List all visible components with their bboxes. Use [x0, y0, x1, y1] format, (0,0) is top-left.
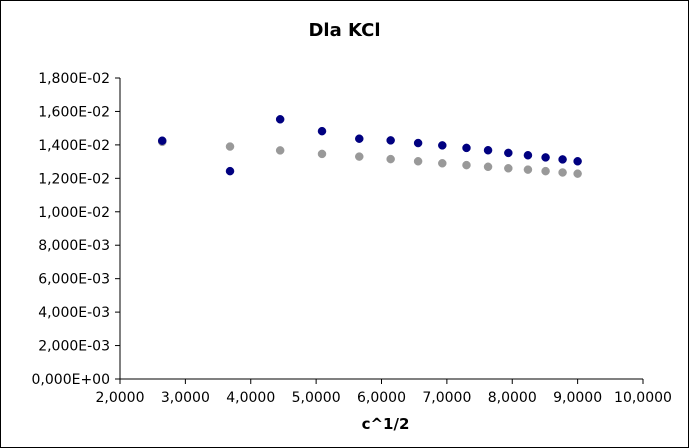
y-tick-label: 4,000E-03 — [38, 305, 110, 321]
data-point-series-2 — [483, 162, 493, 172]
chart-title: Dla KCl — [308, 20, 381, 41]
axes: 0,000E+00 2,000E-03 4,000E-03 6,000E-03 8,00… — [32, 71, 672, 406]
data-point-series-2 — [317, 149, 327, 159]
data-point-series-2 — [573, 169, 582, 178]
y-tick-label: 1,200E-02 — [38, 171, 110, 187]
data-point-series-1 — [157, 136, 167, 145]
data-point-series-1 — [386, 136, 395, 145]
data-point-series-2 — [504, 164, 513, 173]
data-point-series-1 — [504, 148, 513, 158]
data-point-series-1 — [483, 145, 493, 155]
data-point-series-1 — [523, 151, 533, 160]
data-point-series-2 — [462, 160, 471, 170]
data-point-series-2 — [558, 168, 567, 177]
data-point-series-1 — [355, 134, 364, 143]
data-point-series-2 — [523, 165, 533, 174]
data-point-series-1 — [558, 155, 567, 164]
data-point-series-2 — [438, 159, 447, 168]
x-axis-title: c^1/2 — [361, 415, 410, 433]
x-tick-label: 8,0000 — [488, 390, 537, 406]
data-point-series-1 — [317, 126, 327, 136]
y-tick-label: 1,800E-02 — [38, 71, 110, 87]
x-tick-label: 4,0000 — [226, 390, 275, 406]
data-point-series-2 — [386, 154, 395, 164]
data-point-series-2 — [355, 152, 364, 161]
data-point-series-1 — [462, 143, 471, 153]
data-point-series-2 — [541, 166, 550, 176]
x-tick-label: 7,0000 — [422, 390, 471, 406]
y-tick-label: 8,000E-03 — [38, 238, 110, 254]
x-tick-label: 9,0000 — [553, 390, 602, 406]
x-tick-label: 10,0000 — [614, 390, 672, 406]
y-tick-label: 1,400E-02 — [38, 138, 110, 154]
y-tick-label: 1,600E-02 — [38, 104, 110, 120]
data-marks — [157, 115, 582, 178]
x-tick-label: 3,0000 — [161, 390, 210, 406]
data-point-series-1 — [438, 141, 447, 150]
x-tick-label: 2,0000 — [96, 390, 145, 406]
y-tick-label: 6,000E-03 — [38, 272, 110, 288]
data-point-series-1 — [573, 157, 582, 166]
data-point-series-2 — [275, 146, 285, 155]
data-point-series-1 — [275, 115, 285, 124]
data-point-series-1 — [413, 138, 423, 148]
data-point-series-1 — [225, 166, 235, 176]
x-tick-label: 5,0000 — [292, 390, 341, 406]
y-tick-label: 2,000E-03 — [38, 339, 110, 355]
data-point-series-1 — [541, 153, 550, 162]
y-tick-label: 1,000E-02 — [38, 205, 110, 221]
y-tick-label: 0,000E+00 — [32, 372, 110, 388]
data-point-series-2 — [225, 142, 235, 151]
x-tick-label: 6,0000 — [357, 390, 406, 406]
data-point-series-2 — [413, 157, 423, 166]
